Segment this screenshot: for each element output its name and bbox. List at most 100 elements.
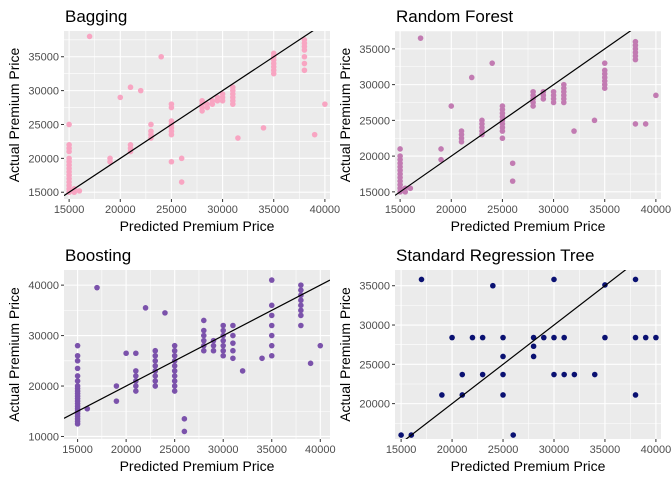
data-point: [178, 155, 185, 162]
plot-background: [395, 270, 661, 439]
data-point: [571, 371, 578, 378]
data-point: [178, 179, 185, 185]
data-point: [653, 334, 659, 341]
data-point: [133, 383, 139, 389]
panel-title: Bagging: [65, 7, 127, 26]
data-point: [66, 155, 72, 162]
data-point: [601, 60, 608, 66]
x-axis-title: Predicted Premium Price: [120, 218, 275, 234]
y-tick-label: 20000: [359, 151, 390, 163]
data-point: [74, 365, 81, 372]
panel-4: 15000 20000 25000 30000 35000 40000 20000 25000…: [337, 246, 671, 474]
data-point: [268, 312, 275, 319]
data-point: [500, 334, 506, 341]
data-point: [591, 117, 598, 124]
x-tick-label: 40000: [305, 444, 336, 456]
x-tick-label: 35000: [590, 444, 621, 456]
data-point: [298, 297, 304, 304]
x-tick-label: 35000: [258, 204, 289, 216]
data-point: [171, 347, 178, 354]
data-point: [259, 355, 265, 362]
x-tick-label: 25000: [488, 444, 519, 456]
data-point: [298, 287, 304, 293]
data-point: [632, 121, 639, 127]
data-point: [133, 368, 139, 374]
y-axis-title: Actual Premium Price: [6, 287, 22, 422]
data-point: [268, 277, 275, 283]
data-point: [171, 363, 178, 369]
data-point: [66, 142, 72, 148]
y-tick-label: 30000: [28, 86, 59, 98]
y-tick-label: 35000: [359, 44, 390, 56]
x-tick-label: 25000: [487, 204, 518, 216]
data-point: [602, 334, 608, 341]
y-tick-label: 25000: [359, 359, 390, 371]
data-point: [438, 156, 444, 163]
data-point: [181, 416, 188, 422]
x-tick-label: 20000: [437, 444, 468, 456]
data-point: [168, 158, 175, 165]
data-point: [397, 146, 403, 152]
data-point: [158, 53, 164, 60]
data-point: [653, 92, 659, 99]
points: [66, 33, 328, 196]
y-tick-label: 30000: [359, 80, 390, 92]
data-point: [113, 383, 120, 389]
data-point: [642, 121, 649, 127]
data-point: [200, 337, 207, 344]
data-point: [210, 342, 217, 349]
data-point: [551, 334, 557, 341]
x-axis-title: Predicted Premium Price: [451, 218, 606, 234]
data-point: [540, 334, 547, 341]
plot-background: [64, 270, 330, 439]
data-point: [268, 302, 275, 309]
x-axis-title: Predicted Premium Price: [120, 458, 275, 474]
data-point: [469, 334, 476, 341]
data-point: [210, 347, 217, 354]
data-point: [137, 87, 144, 94]
data-point: [499, 135, 506, 142]
data-point: [152, 363, 159, 369]
data-point: [171, 342, 178, 349]
data-point: [204, 101, 211, 107]
data-point: [550, 88, 557, 95]
y-tick-label: 20000: [28, 153, 59, 165]
data-point: [200, 347, 207, 354]
data-point: [448, 103, 455, 109]
data-point: [632, 276, 639, 283]
x-tick-label: 30000: [538, 204, 569, 216]
data-point: [397, 153, 403, 159]
data-point: [298, 312, 304, 319]
data-point: [235, 135, 241, 141]
data-point: [260, 125, 267, 131]
data-point: [230, 322, 236, 329]
data-point: [468, 74, 475, 81]
data-point: [561, 334, 567, 341]
data-point: [307, 360, 314, 367]
data-point: [74, 378, 81, 384]
y-tick-label: 30000: [28, 331, 59, 343]
data-point: [591, 371, 598, 378]
data-point: [632, 334, 639, 341]
data-point: [123, 350, 129, 357]
data-point: [500, 353, 506, 360]
data-point: [220, 327, 227, 334]
x-tick-label: 20000: [111, 444, 142, 456]
data-point: [459, 371, 466, 378]
x-tick-label: 30000: [539, 444, 570, 456]
data-point: [148, 121, 154, 128]
data-point: [551, 276, 557, 283]
data-point: [418, 276, 425, 283]
data-point: [301, 37, 308, 43]
points: [74, 277, 324, 435]
data-point: [152, 347, 159, 354]
data-point: [449, 334, 455, 341]
data-point: [152, 352, 159, 359]
data-point: [632, 392, 639, 398]
data-point: [270, 50, 277, 57]
data-point: [171, 378, 178, 384]
panel-title: Random Forest: [396, 7, 513, 26]
x-tick-label: 35000: [589, 204, 620, 216]
data-point: [458, 128, 465, 134]
data-point: [311, 131, 318, 138]
